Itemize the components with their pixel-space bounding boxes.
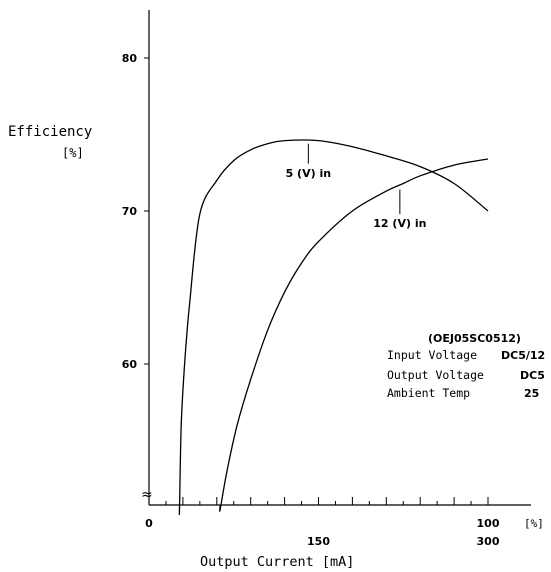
x-pct-label-100: 100 [477,517,500,530]
info-output-voltage-label: Output Voltage [387,368,484,382]
annotation-label-1: 12 (V) in [373,217,426,230]
info-input-voltage-label: Input Voltage [387,348,477,362]
annotations-group: 5 (V) in 12 (V) in [286,143,426,230]
x-ma-label-300: 300 [477,535,500,548]
info-ambient-temp-value: 25 [524,387,539,400]
y-tick-label-80: 80 [122,52,138,65]
info-input-voltage-value: DC5/12 [501,349,545,362]
x-ma-label-150: 150 [307,535,330,548]
info-ambient-temp-label: Ambient Temp [387,386,470,400]
x-pct-label-0: 0 [145,517,153,530]
info-model: (OEJ05SC0512) [428,332,521,345]
y-ticks: 60 70 80 [122,52,149,371]
y-axis-unit: [%] [62,146,84,160]
series-group [178,139,489,516]
series-line-5v [178,139,489,516]
x-axis-unit-pct: [%] [524,517,544,530]
x-axis-title: Output Current [mA] [200,554,354,570]
axis-break-symbol: ≈ [141,487,153,503]
x-ticks: 0 100 150 300 [145,497,500,548]
info-output-voltage-value: DC5 [520,369,545,382]
y-tick-label-60: 60 [122,358,138,371]
y-axis-title: Efficiency [8,124,92,140]
annotation-label-0: 5 (V) in [286,167,331,180]
series-line-12v [219,158,489,512]
y-tick-label-70: 70 [122,205,138,218]
info-box: (OEJ05SC0512) Input Voltage DC5/12 Outpu… [387,332,545,400]
